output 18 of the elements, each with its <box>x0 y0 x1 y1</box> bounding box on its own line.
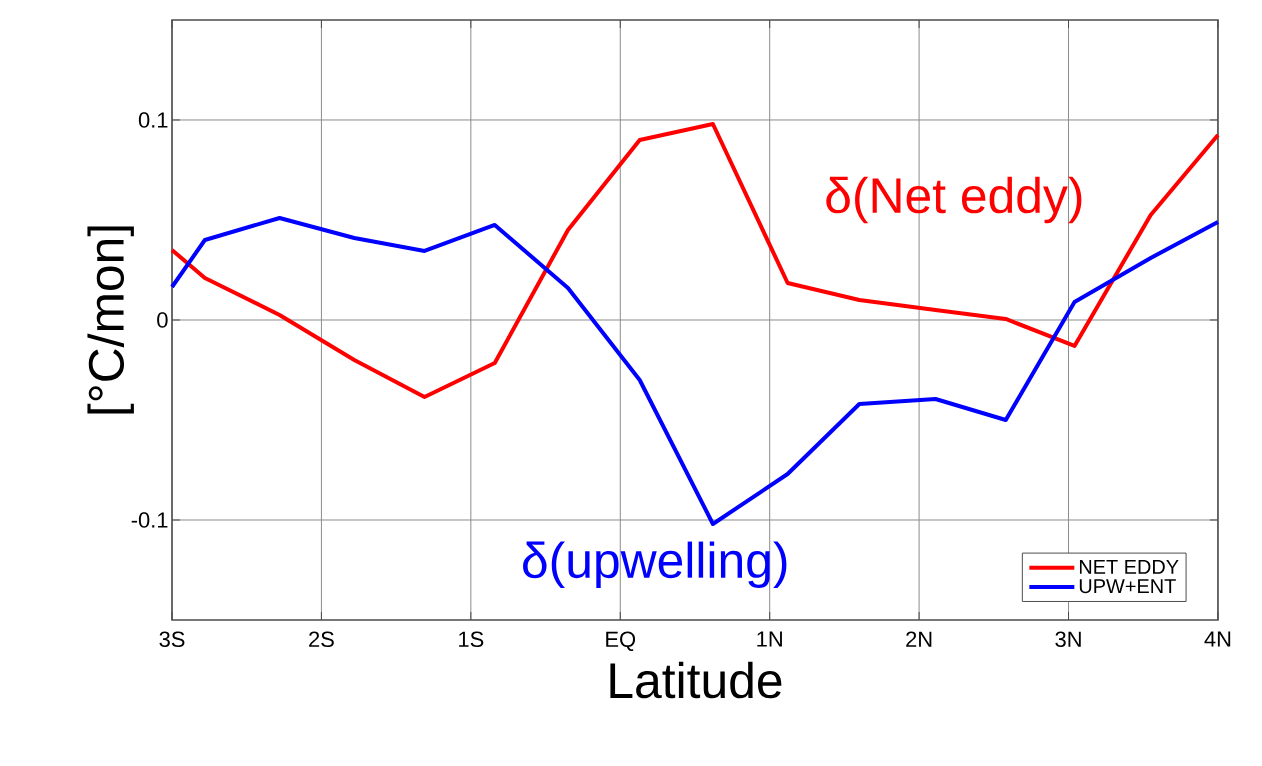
y-tick-label: -0.1 <box>131 512 168 528</box>
x-tick-label: 1N <box>757 631 782 647</box>
y-tick-label: 0 <box>157 312 168 328</box>
x-tick-label: 3S <box>159 631 185 648</box>
line-series <box>170 121 1220 399</box>
y-tick-label: 0.1 <box>138 112 168 128</box>
x-tick-label: 2S <box>309 631 334 648</box>
legend-label: UPW+ENT <box>1079 579 1176 594</box>
x-tick-label: EQ <box>606 631 636 651</box>
x-tick-label: 4N <box>1204 631 1231 647</box>
annotation: δ(Net eddy) <box>826 176 1082 224</box>
x-tick-label: 1S <box>459 631 484 648</box>
x-tick-label: 3N <box>1055 631 1081 648</box>
legend-label: NET EDDY <box>1079 560 1179 574</box>
y-axis-title: [°C/mon] <box>87 226 134 414</box>
x-axis-title: Latitude <box>610 661 782 699</box>
x-tick-label: 2N <box>906 631 932 647</box>
annotation: δ(upwelling) <box>523 541 787 589</box>
